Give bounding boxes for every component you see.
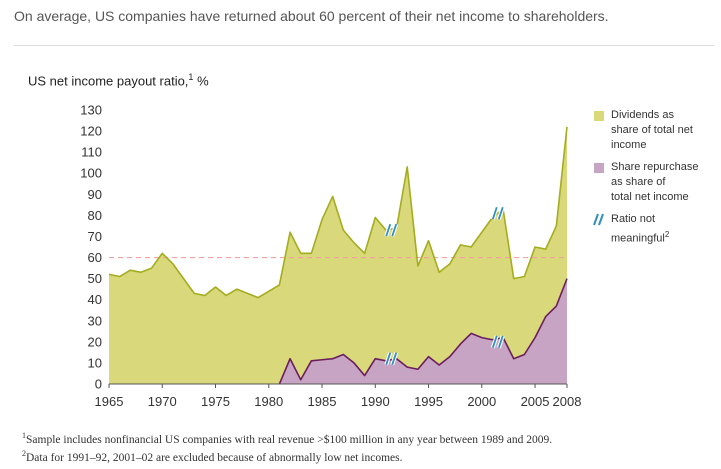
footnote-1-text: Sample includes nonfinancial US companie… bbox=[26, 433, 553, 446]
x-tick-label: 1970 bbox=[148, 394, 177, 409]
y-tick-label: 90 bbox=[88, 187, 102, 202]
break-mark-icon bbox=[593, 213, 604, 226]
break-mark-dividends bbox=[497, 206, 504, 220]
legend-swatch-dividends bbox=[594, 111, 604, 121]
y-tick-label: 50 bbox=[88, 271, 102, 286]
chart-title-unit: % bbox=[197, 73, 209, 89]
legend-swatch-repurchase bbox=[594, 163, 604, 173]
x-tick-label: 2000 bbox=[467, 394, 496, 409]
y-tick-label: 110 bbox=[81, 145, 102, 160]
legend-item-repurchase: Share repurchase as share of total net i… bbox=[592, 160, 720, 205]
footnote-2: 2Data for 1991–92, 2001–02 are excluded … bbox=[22, 447, 712, 465]
repurchase-area bbox=[109, 278, 567, 384]
legend-label-break-line-1: Ratio not bbox=[611, 213, 656, 225]
legend-label-break-note: 2 bbox=[664, 230, 670, 239]
x-tick-label: 1990 bbox=[361, 394, 390, 409]
plot-area: 0 10 20 30 40 50 60 70 80 90 100 110 120 130 1965 1970 1… bbox=[80, 103, 581, 410]
divider bbox=[14, 45, 714, 46]
y-tick-label: 0 bbox=[95, 377, 102, 392]
break-mark-repurchase bbox=[391, 352, 398, 365]
repurchase-line bbox=[278, 278, 568, 385]
legend-label-repurchase-line-2: as share of bbox=[611, 176, 666, 188]
dividends-line bbox=[108, 126, 568, 299]
chart-title-text: US net income payout ratio, bbox=[28, 73, 189, 89]
break-mark-repurchase bbox=[491, 335, 498, 349]
footnote-2-mark: 2 bbox=[22, 448, 26, 458]
y-tick-label: 20 bbox=[88, 334, 102, 349]
x-tick-label: 1965 bbox=[95, 394, 124, 409]
y-tick-label: 120 bbox=[80, 124, 102, 139]
legend-label-repurchase-line-1: Share repurchase bbox=[611, 161, 699, 173]
headline: On average, US companies have returned a… bbox=[14, 8, 609, 24]
x-tick-label: 1985 bbox=[308, 394, 337, 409]
legend-label-dividends-line-2: share of total net bbox=[611, 124, 693, 136]
legend-label-break-line-2: meaningful2 bbox=[611, 227, 720, 247]
y-tick-label: 70 bbox=[88, 229, 102, 244]
footnote-2-text: Data for 1991–92, 2001–02 are excluded b… bbox=[26, 451, 403, 464]
x-tick-label: 2008 bbox=[553, 394, 582, 409]
break-mark-repurchase bbox=[497, 335, 504, 349]
y-tick-label: 60 bbox=[88, 250, 102, 265]
y-tick-label: 10 bbox=[88, 355, 102, 370]
break-mark-repurchase bbox=[385, 352, 392, 365]
chart-title-footnote-mark: 1 bbox=[188, 72, 194, 82]
y-tick-label: 30 bbox=[88, 313, 102, 328]
break-mark-dividends bbox=[491, 206, 498, 220]
chart-title: US net income payout ratio,1 % bbox=[28, 72, 209, 88]
legend-item-break: Ratio not meaningful2 bbox=[592, 212, 720, 247]
legend-label-break-text: meaningful bbox=[611, 232, 665, 245]
chart-legend: Dividends as share of total net income S… bbox=[592, 108, 720, 254]
y-tick-label: 40 bbox=[88, 292, 102, 307]
footnote-1-mark: 1 bbox=[22, 431, 26, 440]
y-tick-label: 80 bbox=[88, 208, 102, 223]
legend-item-dividends: Dividends as share of total net income bbox=[592, 108, 720, 153]
legend-label-dividends-line-1: Dividends as bbox=[611, 109, 674, 121]
dividends-area bbox=[109, 126, 567, 384]
y-tick-label: 100 bbox=[80, 166, 102, 181]
footnote-1: 1Sample includes nonfinancial US compani… bbox=[22, 429, 712, 447]
footnotes: 1Sample includes nonfinancial US compani… bbox=[22, 429, 712, 465]
x-tick-label: 2005 bbox=[521, 394, 550, 409]
y-tick-label: 130 bbox=[80, 103, 102, 118]
break-mark-dividends bbox=[385, 223, 392, 237]
break-mark-dividends bbox=[391, 223, 398, 237]
x-tick-label: 1995 bbox=[414, 394, 443, 409]
x-tick-label: 1975 bbox=[201, 394, 230, 409]
legend-label-dividends-line-3: income bbox=[611, 139, 647, 151]
legend-label-repurchase-line-3: total net income bbox=[611, 191, 689, 203]
x-tick-label: 1980 bbox=[254, 394, 283, 409]
